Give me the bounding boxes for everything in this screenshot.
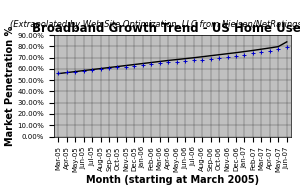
- X-axis label: Month (starting at March 2005): Month (starting at March 2005): [86, 175, 259, 185]
- Text: (Extrapolated by Web Site Optimization, LLC from Nielsen/NetRatings data): (Extrapolated by Web Site Optimization, …: [10, 20, 300, 29]
- Y-axis label: Market Penetration %: Market Penetration %: [4, 26, 15, 146]
- Title: Broadband Growth Trend - US Home Users: Broadband Growth Trend - US Home Users: [32, 22, 300, 35]
